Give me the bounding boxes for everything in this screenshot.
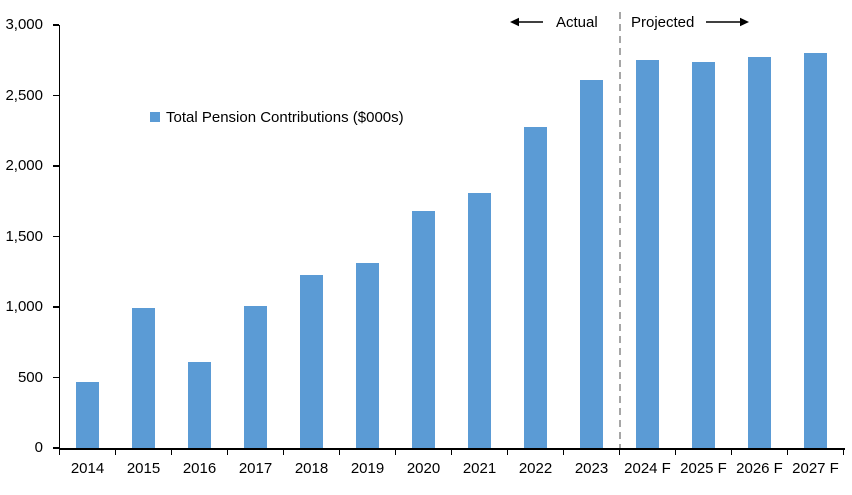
x-axis-category-label: 2022 [518, 460, 553, 477]
x-axis-category-label: 2018 [294, 460, 329, 477]
bar-2019 [356, 263, 379, 448]
bar-2021 [468, 192, 491, 448]
projected-section-label: Projected [631, 14, 695, 31]
y-axis-line [58, 25, 60, 450]
x-axis-tick-mark [506, 448, 509, 455]
y-axis-tick-label: 500 [17, 368, 43, 386]
bar-2020 [412, 211, 435, 448]
legend-label: Total Pension Contributions ($000s) [166, 108, 404, 126]
x-axis-category-label: 2026 F [736, 460, 783, 477]
x-axis-category-label: 2015 [126, 460, 161, 477]
bar-2014 [76, 381, 99, 448]
bar-2015 [132, 308, 155, 448]
x-axis-tick-mark [282, 448, 285, 455]
y-axis-tick-label: 1,000 [5, 298, 43, 315]
y-axis-tick-label: 2,500 [5, 86, 43, 104]
x-axis-tick-mark [170, 448, 173, 455]
bar-2024-f [636, 60, 659, 448]
bar-2022 [524, 126, 547, 448]
x-axis-category-label: 2020 [406, 460, 441, 477]
x-axis-category-label: 2024 F [624, 460, 671, 477]
y-axis-tick-label: 2,000 [5, 157, 43, 174]
bar-2025-f [692, 61, 715, 448]
bar-2016 [188, 361, 211, 448]
x-axis-category-label: 2019 [350, 460, 385, 477]
x-axis-tick-mark [226, 448, 229, 455]
x-axis-tick-mark [114, 448, 117, 455]
x-axis-tick-mark [786, 448, 789, 455]
x-axis-tick-mark [618, 448, 621, 455]
bar-2023 [580, 79, 603, 448]
bar-2026-f [748, 57, 771, 448]
x-axis-category-label: 2016 [182, 460, 217, 477]
legend: Total Pension Contributions ($000s) [150, 108, 404, 126]
x-axis-tick-mark [450, 448, 453, 455]
actual-section-label: Actual [556, 14, 598, 31]
y-axis-tick-mark [53, 24, 59, 26]
x-axis-tick-mark [562, 448, 565, 455]
bar-2027-f [804, 53, 827, 448]
x-axis-category-label: 2014 [70, 460, 105, 477]
x-axis-tick-mark [58, 448, 61, 455]
x-axis-category-label: 2025 F [680, 460, 727, 477]
x-axis-tick-mark [730, 448, 733, 455]
y-axis-tick-mark [53, 235, 59, 238]
y-axis-tick-label: 3,000 [5, 16, 43, 33]
y-axis-tick-mark [53, 376, 59, 379]
y-axis-tick-label: 0 [34, 439, 43, 456]
x-axis-tick-mark [842, 448, 845, 455]
x-axis-tick-mark [394, 448, 397, 455]
bar-2018 [300, 274, 323, 448]
x-axis-category-label: 2021 [462, 460, 497, 477]
y-axis-tick-mark [53, 447, 59, 449]
y-axis-tick-label: 1,500 [5, 227, 43, 245]
left-arrow-icon [510, 17, 543, 27]
bar-2017 [244, 305, 267, 448]
x-axis-tick-mark [674, 448, 677, 455]
y-axis-tick-mark [53, 165, 59, 167]
actual-projected-divider [618, 12, 621, 448]
x-axis-category-label: 2027 F [792, 460, 839, 477]
x-axis-category-label: 2023 [574, 460, 609, 477]
y-axis-tick-mark [53, 94, 59, 97]
legend-swatch [150, 112, 160, 122]
x-axis-category-label: 2017 [238, 460, 273, 477]
x-axis-tick-mark [338, 448, 341, 455]
y-axis-tick-mark [53, 306, 59, 308]
right-arrow-icon [706, 17, 749, 27]
